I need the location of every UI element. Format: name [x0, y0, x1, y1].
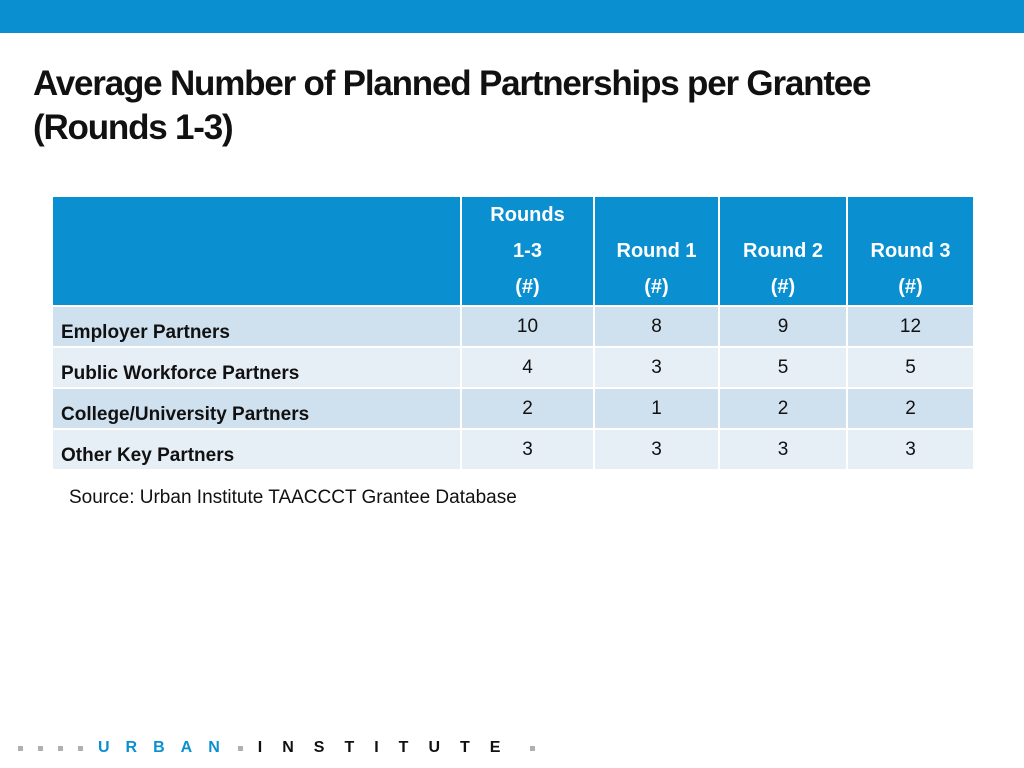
header-round-2: Round 2 (#): [718, 195, 848, 307]
logo-dot-icon: [58, 745, 63, 751]
cell-value: 12: [846, 305, 975, 348]
table-row: Public Workforce Partners 4 3 5 5: [51, 346, 975, 389]
table-header-row: Rounds 1-3 (#) Round 1 (#) Round 2 (#) R…: [51, 195, 975, 307]
header-line: (#): [644, 276, 669, 298]
urban-institute-logo: URBAN INSTITUTE: [18, 737, 536, 759]
cell-value: 3: [846, 428, 975, 471]
header-line: Round 1: [616, 240, 697, 262]
row-label: Public Workforce Partners: [51, 346, 462, 389]
table-row: College/University Partners 2 1 2 2: [51, 387, 975, 430]
logo-dot-icon: [237, 745, 243, 751]
header-round-3: Round 3 (#): [846, 195, 975, 307]
header-empty-cell: [51, 195, 462, 307]
header-line: Round 3: [870, 240, 951, 262]
table-row: Employer Partners 10 8 9 12: [51, 305, 975, 348]
header-line: [595, 197, 718, 233]
source-note: Source: Urban Institute TAACCCT Grantee …: [69, 487, 517, 508]
cell-value: 3: [593, 346, 720, 389]
table-row: Other Key Partners 3 3 3 3: [51, 428, 975, 471]
header-line: Round 2: [743, 240, 823, 262]
logo-dot-icon: [78, 745, 83, 751]
logo-dot-icon: [38, 745, 43, 751]
row-label: College/University Partners: [51, 387, 462, 430]
partnerships-table: Rounds 1-3 (#) Round 1 (#) Round 2 (#) R…: [51, 195, 975, 471]
header-line: (#): [515, 276, 540, 298]
cell-value: 3: [718, 428, 848, 471]
cell-value: 1: [593, 387, 720, 430]
cell-value: 5: [718, 346, 848, 389]
top-accent-bar: [0, 0, 1024, 33]
slide-title-line-2: (Rounds 1-3): [33, 108, 234, 147]
row-label: Other Key Partners: [51, 428, 462, 471]
logo-word-institute: INSTITUTE: [257, 739, 521, 756]
header-round-1: Round 1 (#): [593, 195, 720, 307]
cell-value: 3: [460, 428, 595, 471]
cell-value: 2: [718, 387, 848, 430]
row-label: Employer Partners: [51, 305, 462, 348]
cell-value: 9: [718, 305, 848, 348]
header-line: [848, 197, 973, 233]
logo-dot-icon: [18, 745, 23, 751]
logo-word-urban: URBAN: [98, 739, 236, 756]
header-rounds-1-3: Rounds 1-3 (#): [460, 195, 595, 307]
cell-value: 2: [460, 387, 595, 430]
header-line: Rounds: [490, 204, 565, 226]
header-line: [720, 197, 846, 233]
cell-value: 10: [460, 305, 595, 348]
logo-dot-icon: [530, 745, 536, 751]
cell-value: 2: [846, 387, 975, 430]
slide-title: Average Number of Planned Partnerships p…: [33, 62, 993, 150]
cell-value: 8: [593, 305, 720, 348]
header-line: (#): [770, 276, 796, 298]
header-line: 1-3: [513, 240, 542, 262]
cell-value: 4: [460, 346, 595, 389]
slide-title-line-1: Average Number of Planned Partnerships p…: [33, 64, 872, 103]
cell-value: 5: [846, 346, 975, 389]
header-line: (#): [898, 276, 923, 298]
cell-value: 3: [593, 428, 720, 471]
